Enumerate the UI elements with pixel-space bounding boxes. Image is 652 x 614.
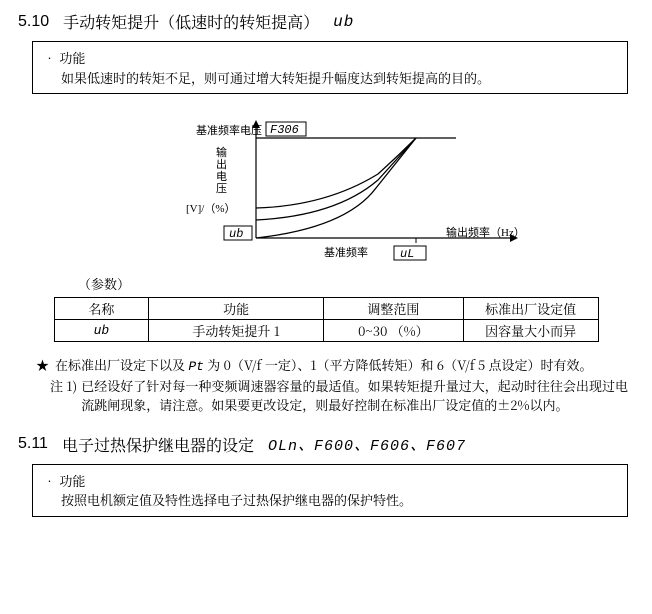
curve-base [256,138,416,238]
td-name: ub [54,320,149,342]
section-codes-511: OLn、F600、F606、F607 [268,434,466,455]
th-default: 标准出厂设定值 [463,298,598,320]
section-number-511: 5.11 [18,435,48,453]
chart-container: 输出电压 [V]/（%） 基准频率电压 F306 ub 基准 [18,108,634,268]
y-axis-arrow [252,120,260,128]
th-name: 名称 [54,298,149,320]
yaxis-vertical-label: 输出电压 [216,145,227,195]
function-box-511: 功能 按照电机额定值及特性选择电子过热保护继电器的保护特性。 [32,464,628,517]
td-default: 因容量大小而异 [463,320,598,342]
function-label-511: 功能 [43,471,617,491]
base-freq-voltage-label: 基准频率电压 [196,123,262,137]
base-freq-label: 基准频率 [324,245,368,259]
th-func: 功能 [149,298,324,320]
function-label-510: 功能 [43,48,617,68]
notes-block: ★ 在标准出厂设定下以及 Pt 为 0（V/f 一定）、1（平方降低转矩）和 6… [36,356,628,415]
section-title-510: 手动转矩提升（低速时的转矩提高） [63,10,319,33]
td-func: 手动转矩提升 1 [149,320,324,342]
yaxis-unit: [V]/（%） [186,202,236,215]
curve-top [256,138,416,208]
note-sub1-text: 已经设好了针对每一种变频调速器容量的最适值。如果转矩提升量过大，起动时往往会出现… [81,377,628,415]
note-sub1-label: 注 1) [50,377,77,396]
xaxis-label: 输出频率（Hz） [446,225,525,239]
section-code-510: ub [333,13,354,31]
th-range: 调整范围 [323,298,463,320]
ub-box-label: ub [229,227,243,241]
parameter-table: 名称 功能 调整范围 标准出厂设定值 ub 手动转矩提升 1 0~30 （%） … [54,297,599,342]
section-number-510: 5.10 [18,13,49,31]
f306-label: F306 [270,123,299,137]
ul-box-label: uL [400,247,414,261]
function-text-511: 按照电机额定值及特性选择电子过热保护继电器的保护特性。 [43,490,617,510]
note-star-text: 在标准出厂设定下以及 Pt 为 0（V/f 一定）、1（平方降低转矩）和 6（V… [55,356,628,377]
table-header-row: 名称 功能 调整范围 标准出厂设定值 [54,298,598,320]
curve-mid [256,138,416,220]
star-icon: ★ [36,356,49,374]
function-box-510: 功能 如果低速时的转矩不足，则可通过增大转矩提升幅度达到转矩提高的目的。 [32,41,628,94]
parameters-label: （参数） [78,274,634,293]
section-title-511: 电子过热保护继电器的设定 [62,433,254,456]
td-range: 0~30 （%） [323,320,463,342]
table-row: ub 手动转矩提升 1 0~30 （%） 因容量大小而异 [54,320,598,342]
boost-chart: 输出电压 [V]/（%） 基准频率电压 F306 ub 基准 [96,108,556,268]
function-text-510: 如果低速时的转矩不足，则可通过增大转矩提升幅度达到转矩提高的目的。 [43,68,617,88]
